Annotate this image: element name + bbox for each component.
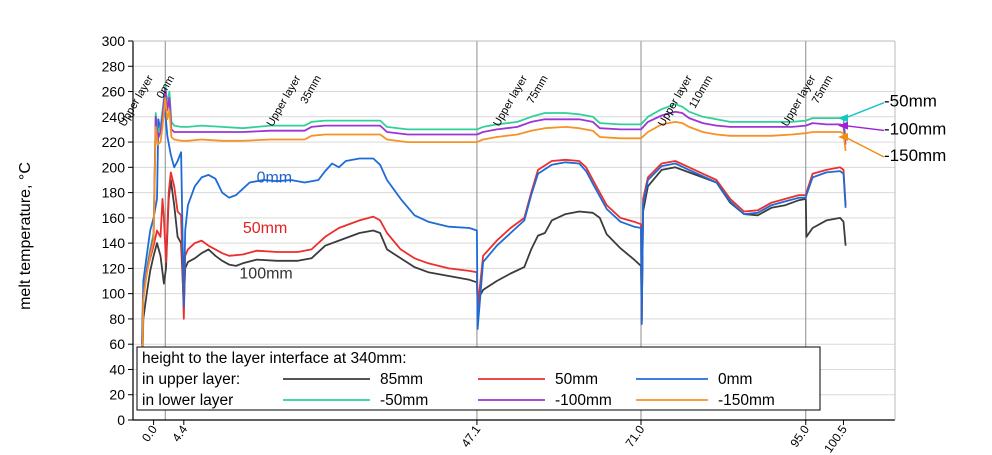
x-tick-label: 47.1 bbox=[459, 422, 484, 449]
y-tick-label: 140 bbox=[102, 235, 126, 251]
series-line--150mm bbox=[141, 97, 847, 388]
y-tick-label: 280 bbox=[102, 58, 126, 74]
y-axis: 0 20 40 60 80 100 120 140 160 180 200 220 240 260 280 3… bbox=[102, 33, 133, 428]
y-tick-label: 120 bbox=[102, 260, 126, 276]
label-arrow-line bbox=[844, 136, 885, 158]
legend: height to the layer interface at 340mm: … bbox=[136, 346, 821, 411]
y-tick-label: 160 bbox=[102, 210, 126, 226]
layer-label: Upper layer bbox=[117, 73, 156, 129]
right-series-label: -50mm bbox=[884, 92, 937, 111]
x-tick-label: 71.0 bbox=[623, 422, 648, 449]
x-tick-label: 100.5 bbox=[821, 422, 850, 455]
y-tick-label: 60 bbox=[109, 336, 125, 352]
series-annotation: 50mm bbox=[243, 220, 287, 237]
legend-entry-label: -150mm bbox=[718, 392, 775, 409]
x-tick-label: 0.0 bbox=[139, 422, 160, 444]
series-annotation: 100mm bbox=[239, 266, 292, 283]
right-labels: -50mm -100mm -150mm bbox=[838, 92, 946, 165]
y-tick-label: 40 bbox=[109, 361, 125, 377]
layer-label: 0mm bbox=[155, 74, 178, 101]
label-arrowhead bbox=[838, 133, 848, 142]
y-axis-label: melt temperature, °C bbox=[17, 162, 34, 310]
label-arrowhead bbox=[838, 114, 848, 123]
legend-entry-label: -100mm bbox=[555, 392, 612, 409]
series-annotation: 0mm bbox=[257, 169, 293, 186]
legend-entry-label: 85mm bbox=[380, 371, 423, 388]
x-axis: 0.0 4.4 47.1 71.0 95.0 100.5 bbox=[139, 420, 850, 455]
legend-entry-label: 0mm bbox=[718, 371, 752, 388]
y-tick-label: 0 bbox=[117, 412, 125, 428]
legend-row2-label: in lower layer bbox=[142, 392, 233, 409]
legend-entry-label: 50mm bbox=[555, 371, 598, 388]
x-tick-label: 4.4 bbox=[169, 422, 190, 444]
y-tick-label: 200 bbox=[102, 159, 126, 175]
y-tick-label: 20 bbox=[109, 387, 125, 403]
layer-label: 75mm bbox=[525, 74, 551, 106]
layer-label: Upper layer bbox=[265, 73, 304, 129]
series-group bbox=[141, 84, 847, 389]
series-line-50mm bbox=[141, 158, 847, 357]
y-tick-label: 300 bbox=[102, 33, 126, 49]
layer-label: 35mm bbox=[298, 74, 324, 106]
legend-items: 85mm 50mm 0mm -50mm -100mm -150mm bbox=[283, 371, 775, 409]
y-tick-label: 240 bbox=[102, 109, 126, 125]
right-series-label: -100mm bbox=[884, 119, 946, 138]
y-tick-label: 80 bbox=[109, 311, 125, 327]
y-tick-label: 220 bbox=[102, 134, 126, 150]
y-tick-label: 180 bbox=[102, 185, 126, 201]
label-arrowhead bbox=[838, 121, 848, 130]
layer-label: Upper layer bbox=[491, 73, 530, 129]
label-arrow-line bbox=[844, 102, 885, 119]
plot-frame bbox=[132, 40, 896, 421]
legend-entry-label: -50mm bbox=[380, 392, 428, 409]
legend-row1-label: in upper layer: bbox=[142, 371, 240, 388]
right-series-label: -150mm bbox=[884, 146, 946, 165]
legend-title: height to the layer interface at 340mm: bbox=[142, 350, 407, 367]
grid bbox=[133, 40, 895, 421]
y-tick-label: 260 bbox=[102, 84, 126, 100]
label-arrow-line bbox=[844, 124, 885, 132]
annotations: 0mm 50mm 100mm bbox=[239, 169, 292, 282]
y-tick-label: 100 bbox=[102, 286, 126, 302]
x-tick-label: 95.0 bbox=[787, 422, 812, 449]
series-line-0mm bbox=[141, 103, 847, 345]
